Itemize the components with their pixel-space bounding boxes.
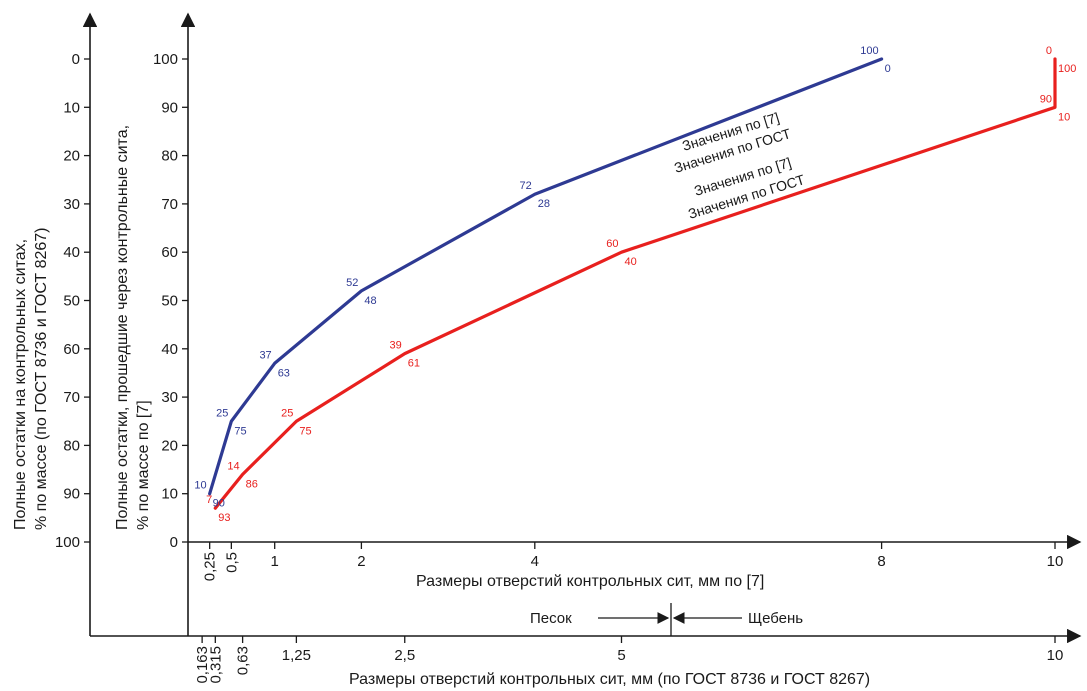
blue-passing-label: 37 (259, 349, 271, 361)
top-x-tick-label: 1 (271, 553, 279, 570)
outer-y-tick-label: 20 (63, 148, 80, 165)
bottom-x-tick-label: 10 (1047, 647, 1064, 664)
red-passing-label: 90 (1040, 93, 1052, 105)
inner-y-tick-label: 40 (161, 341, 178, 358)
bottom-x-tick-label: 0,163 (194, 646, 211, 684)
ylabel-right-line1: Полные остатки, прошедшие через контроль… (114, 125, 131, 530)
inner-y-tick-label: 30 (161, 389, 178, 406)
red-residue-label: 100 (1058, 63, 1076, 75)
outer-y-tick-label: 100 (55, 534, 80, 551)
gravel-label: Щебень (748, 610, 803, 627)
blue-residue-label: 90 (213, 498, 225, 510)
top-x-tick-label: 8 (877, 553, 885, 570)
inner-y-tick-label: 80 (161, 148, 178, 165)
bottom-x-tick-label: 0,315 (207, 646, 224, 684)
outer-y-tick-label: 70 (63, 389, 80, 406)
blue-passing-label: 72 (520, 180, 532, 192)
blue-passing-label: 100 (860, 45, 878, 57)
blue-passing-label: 10 (194, 480, 206, 492)
inner-y-tick-label: 90 (161, 99, 178, 116)
outer-y-tick-label: 0 (72, 51, 80, 68)
inner-y-tick-label: 20 (161, 437, 178, 454)
red-series-line (213, 57, 1057, 510)
red-passing-label: 7 (206, 494, 212, 506)
sand-gravel-divider: Песок Щебень (530, 603, 803, 636)
red-residue-label: 93 (218, 512, 230, 524)
blue-residue-label: 75 (234, 425, 246, 437)
top-x-tick-label: 4 (531, 553, 539, 570)
red-residue-label: 75 (299, 425, 311, 437)
xlabel-bottom: Размеры отверстий контрольных сит, мм (п… (349, 671, 870, 688)
inner-y-tick-label: 70 (161, 196, 178, 213)
outer-y-tick-label: 80 (63, 437, 80, 454)
red-passing-label: 25 (281, 407, 293, 419)
outer-y-tick-label: 40 (63, 244, 80, 261)
red-passing-label: 14 (227, 460, 239, 472)
ylabel-right-line2: % по массе по [7] (135, 400, 152, 530)
red-residue-label: 10 (1058, 111, 1070, 123)
point-labels: 1090257537635248722810007931486257539616… (194, 45, 1076, 524)
outer-y-tick-label: 60 (63, 341, 80, 358)
blue-residue-label: 63 (278, 367, 290, 379)
inner-y-tick-label: 0 (170, 534, 178, 551)
bottom-x-tick-label: 5 (617, 647, 625, 664)
blue-series-line (208, 57, 884, 496)
xlabel-top: Размеры отверстий контрольных сит, мм по… (416, 573, 764, 590)
blue-passing-label: 25 (216, 407, 228, 419)
ylabel-left-line1: Полные остатки на контрольных ситах, (12, 239, 29, 530)
outer-y-tick-label: 10 (63, 99, 80, 116)
outer-y-ticks: 0 10 20 30 40 50 60 70 80 90 100 (55, 51, 90, 551)
inner-y-tick-label: 50 (161, 293, 178, 310)
red-residue-label: 40 (625, 256, 637, 268)
top-x-tick-label: 0,5 (223, 552, 240, 573)
top-x-tick-label: 2 (357, 553, 365, 570)
outer-y-tick-label: 50 (63, 293, 80, 310)
inner-y-tick-label: 100 (153, 51, 178, 68)
blue-residue-label: 28 (538, 198, 550, 210)
top-x-tick-label: 10 (1047, 553, 1064, 570)
blue-passing-label: 52 (346, 277, 358, 289)
outer-y-tick-label: 30 (63, 196, 80, 213)
blue-residue-label: 48 (364, 295, 376, 307)
inner-y-tick-label: 60 (161, 244, 178, 261)
red-passing-label: 39 (390, 340, 402, 352)
top-x-tick-label: 0,25 (202, 552, 219, 581)
inner-y-ticks: 0 10 20 30 40 50 60 70 80 90 100 (153, 51, 188, 551)
red-passing-label: 0 (1046, 45, 1052, 57)
blue-residue-label: 0 (885, 63, 891, 75)
series-layer (208, 57, 1057, 510)
ylabel-left-line2: % по массе (по ГОСТ 8736 и ГОСТ 8267) (33, 227, 50, 530)
outer-y-tick-label: 90 (63, 486, 80, 503)
red-residue-label: 86 (246, 478, 258, 490)
red-residue-label: 61 (408, 358, 420, 370)
sand-label: Песок (530, 610, 572, 627)
inner-y-tick-label: 10 (161, 486, 178, 503)
top-x-ticks: 0,25 0,5 1 2 4 8 10 (202, 542, 1064, 581)
red-passing-label: 60 (606, 238, 618, 250)
bottom-x-tick-label: 0,63 (235, 646, 252, 675)
bottom-x-tick-label: 2,5 (394, 647, 415, 664)
bottom-x-tick-label: 1,25 (282, 647, 311, 664)
